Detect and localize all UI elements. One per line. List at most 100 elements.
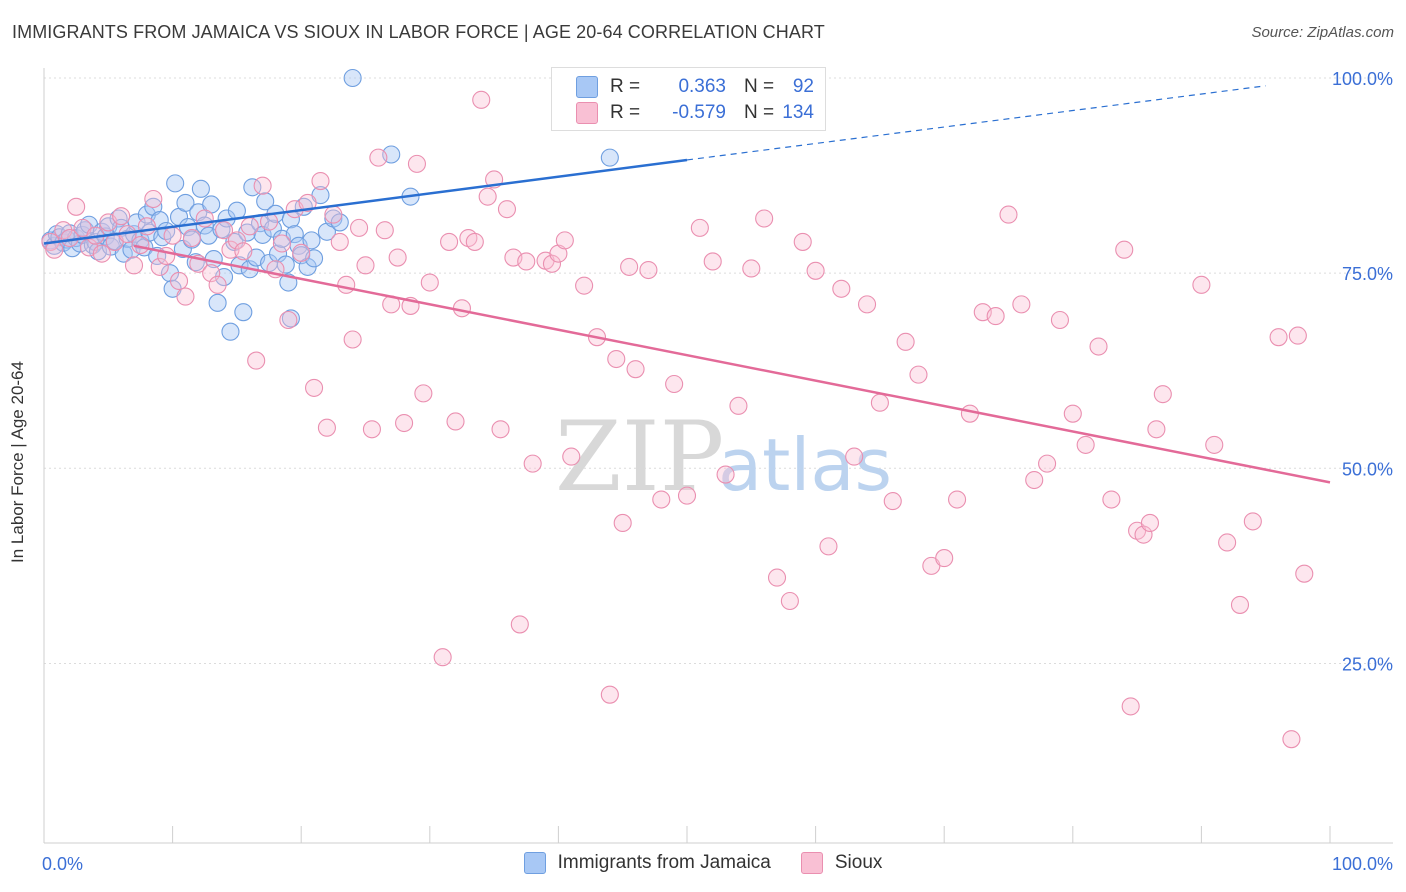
point-sioux <box>909 365 928 384</box>
legend-swatch-sioux <box>800 852 823 874</box>
point-sioux <box>202 264 221 283</box>
legend-item-sioux[interactable]: Sioux <box>800 852 883 874</box>
point-sioux <box>562 447 581 466</box>
point-sioux <box>227 231 246 250</box>
point-sioux <box>690 218 709 237</box>
grid-lines <box>44 77 1393 664</box>
point-sioux <box>1012 295 1031 314</box>
x-tick-label: 100.0% <box>1332 854 1393 874</box>
point-sioux <box>575 276 594 295</box>
point-sioux <box>1063 404 1082 423</box>
point-sioux <box>780 591 799 611</box>
point-sioux <box>1218 533 1237 552</box>
legend-swatch-sioux <box>576 102 598 124</box>
point-sioux <box>465 232 484 251</box>
point-sioux <box>337 275 356 294</box>
point-sioux <box>491 420 510 439</box>
point-sioux <box>742 259 761 278</box>
point-sioux <box>896 332 915 351</box>
point-jamaica <box>302 231 321 250</box>
point-sioux <box>330 232 349 251</box>
legend-label-sioux: Sioux <box>834 852 883 873</box>
point-sioux <box>607 349 626 369</box>
point-sioux <box>343 330 362 349</box>
stats-legend: R = 0.363 N = 92 R = -0.579 N = 134 <box>551 67 826 131</box>
point-sioux <box>395 413 414 433</box>
legend-r-label: R = <box>610 76 641 97</box>
y-tick-label: 100.0% <box>1332 69 1393 89</box>
point-sioux <box>234 242 253 261</box>
point-sioux <box>703 252 722 271</box>
point-sioux <box>1205 435 1224 454</box>
point-sioux <box>356 256 375 275</box>
point-sioux <box>420 273 439 292</box>
point-jamaica <box>208 293 227 312</box>
point-sioux <box>1134 525 1153 544</box>
point-sioux <box>999 205 1018 224</box>
point-jamaica <box>256 192 275 211</box>
point-sioux <box>1140 513 1160 532</box>
point-sioux <box>832 279 851 298</box>
series-sioux-points <box>41 90 1314 749</box>
point-sioux <box>883 492 902 511</box>
point-sioux <box>542 254 562 273</box>
legend-r-label: R = <box>610 102 641 123</box>
point-sioux <box>375 221 394 240</box>
point-sioux <box>555 231 574 250</box>
point-sioux <box>1089 337 1108 356</box>
watermark-atlas: atlas <box>718 423 892 507</box>
point-jamaica <box>176 193 195 212</box>
point-sioux <box>652 490 671 509</box>
legend-n-value: 92 <box>792 76 814 97</box>
point-jamaica <box>191 179 210 198</box>
point-sioux <box>1050 310 1069 330</box>
point-sioux <box>1230 595 1250 614</box>
y-tick-label: 75.0% <box>1342 264 1393 284</box>
trend-lines <box>43 85 1331 484</box>
point-sioux <box>279 310 298 330</box>
point-sioux <box>362 420 381 439</box>
chart-title: IMMIGRANTS FROM JAMAICA VS SIOUX IN LABO… <box>12 22 825 42</box>
point-sioux <box>92 244 111 263</box>
series-jamaica-points <box>41 68 619 341</box>
point-sioux <box>806 261 825 280</box>
point-sioux <box>407 154 426 173</box>
point-sioux <box>478 187 497 206</box>
point-jamaica <box>221 322 240 341</box>
point-jamaica <box>285 225 304 244</box>
point-sioux <box>935 549 954 568</box>
point-sioux <box>292 243 311 262</box>
point-sioux <box>350 218 369 237</box>
legend-r-value: 0.363 <box>678 76 726 97</box>
point-sioux <box>729 396 748 415</box>
legend-item-jamaica[interactable]: Immigrants from Jamaica <box>523 852 771 874</box>
point-sioux <box>960 404 979 423</box>
point-sioux <box>1038 454 1057 473</box>
point-sioux <box>1282 730 1301 749</box>
point-sioux <box>665 374 684 394</box>
legend-n-label: N = <box>744 76 775 97</box>
trend-line-sioux <box>133 244 1331 484</box>
point-sioux <box>626 360 645 379</box>
point-sioux <box>131 236 150 255</box>
point-sioux <box>433 648 452 667</box>
point-sioux <box>324 205 343 224</box>
point-sioux <box>677 486 697 505</box>
point-sioux <box>150 257 169 276</box>
source-label: Source: ZipAtlas.com <box>1251 24 1394 41</box>
point-jamaica <box>166 174 185 193</box>
legend-swatch-jamaica <box>523 852 546 874</box>
point-sioux <box>414 384 433 403</box>
point-sioux <box>163 226 182 245</box>
legend-n-label: N = <box>744 102 775 123</box>
point-sioux <box>1243 512 1262 531</box>
legend-label-jamaica: Immigrants from Jamaica <box>557 852 771 873</box>
point-sioux <box>214 221 234 240</box>
trend-line-jamaica <box>43 158 688 245</box>
point-sioux <box>1147 420 1166 439</box>
point-jamaica <box>234 303 253 322</box>
watermark: ZIP atlas <box>555 401 892 513</box>
point-sioux <box>523 454 542 473</box>
y-axis-label: In Labor Force | Age 20-64 <box>8 361 27 563</box>
